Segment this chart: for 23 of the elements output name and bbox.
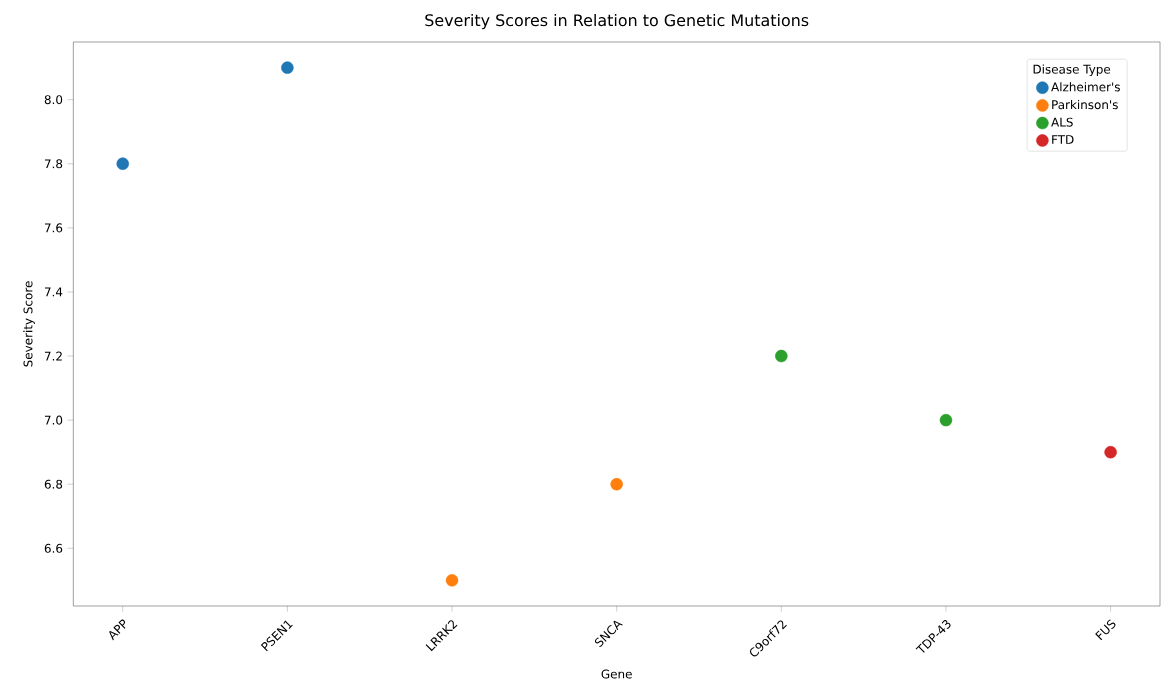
point [116, 157, 129, 171]
y-tick-label: 6.6 [44, 543, 63, 553]
legend-title: Disease Type [1033, 64, 1111, 77]
legend-label: ALS [1051, 117, 1073, 127]
y-tick-label: 7.0 [44, 415, 63, 425]
point [281, 61, 294, 74]
y-tick-label: 7.4 [44, 287, 63, 297]
y-tick-label: 8.0 [44, 95, 63, 105]
y-tick-label: 7.8 [44, 159, 63, 169]
y-tick-label: 6.8 [44, 479, 63, 489]
point [610, 477, 623, 491]
x-axis-title: Gene [601, 669, 632, 679]
legend-label: Parkinson's [1052, 99, 1118, 110]
point [939, 413, 953, 427]
legend-label: FTD [1052, 135, 1074, 144]
legend-label: Alzheimer's [1051, 82, 1120, 92]
point [1104, 445, 1117, 459]
y-axis-title: Severity Score [23, 281, 35, 367]
point [445, 574, 459, 587]
y-tick-label: 7.2 [44, 351, 62, 361]
chart-title: Severity Scores in Relation to Genetic Mutations [425, 13, 809, 30]
y-tick-label: 7.6 [44, 223, 63, 233]
point [775, 349, 788, 363]
